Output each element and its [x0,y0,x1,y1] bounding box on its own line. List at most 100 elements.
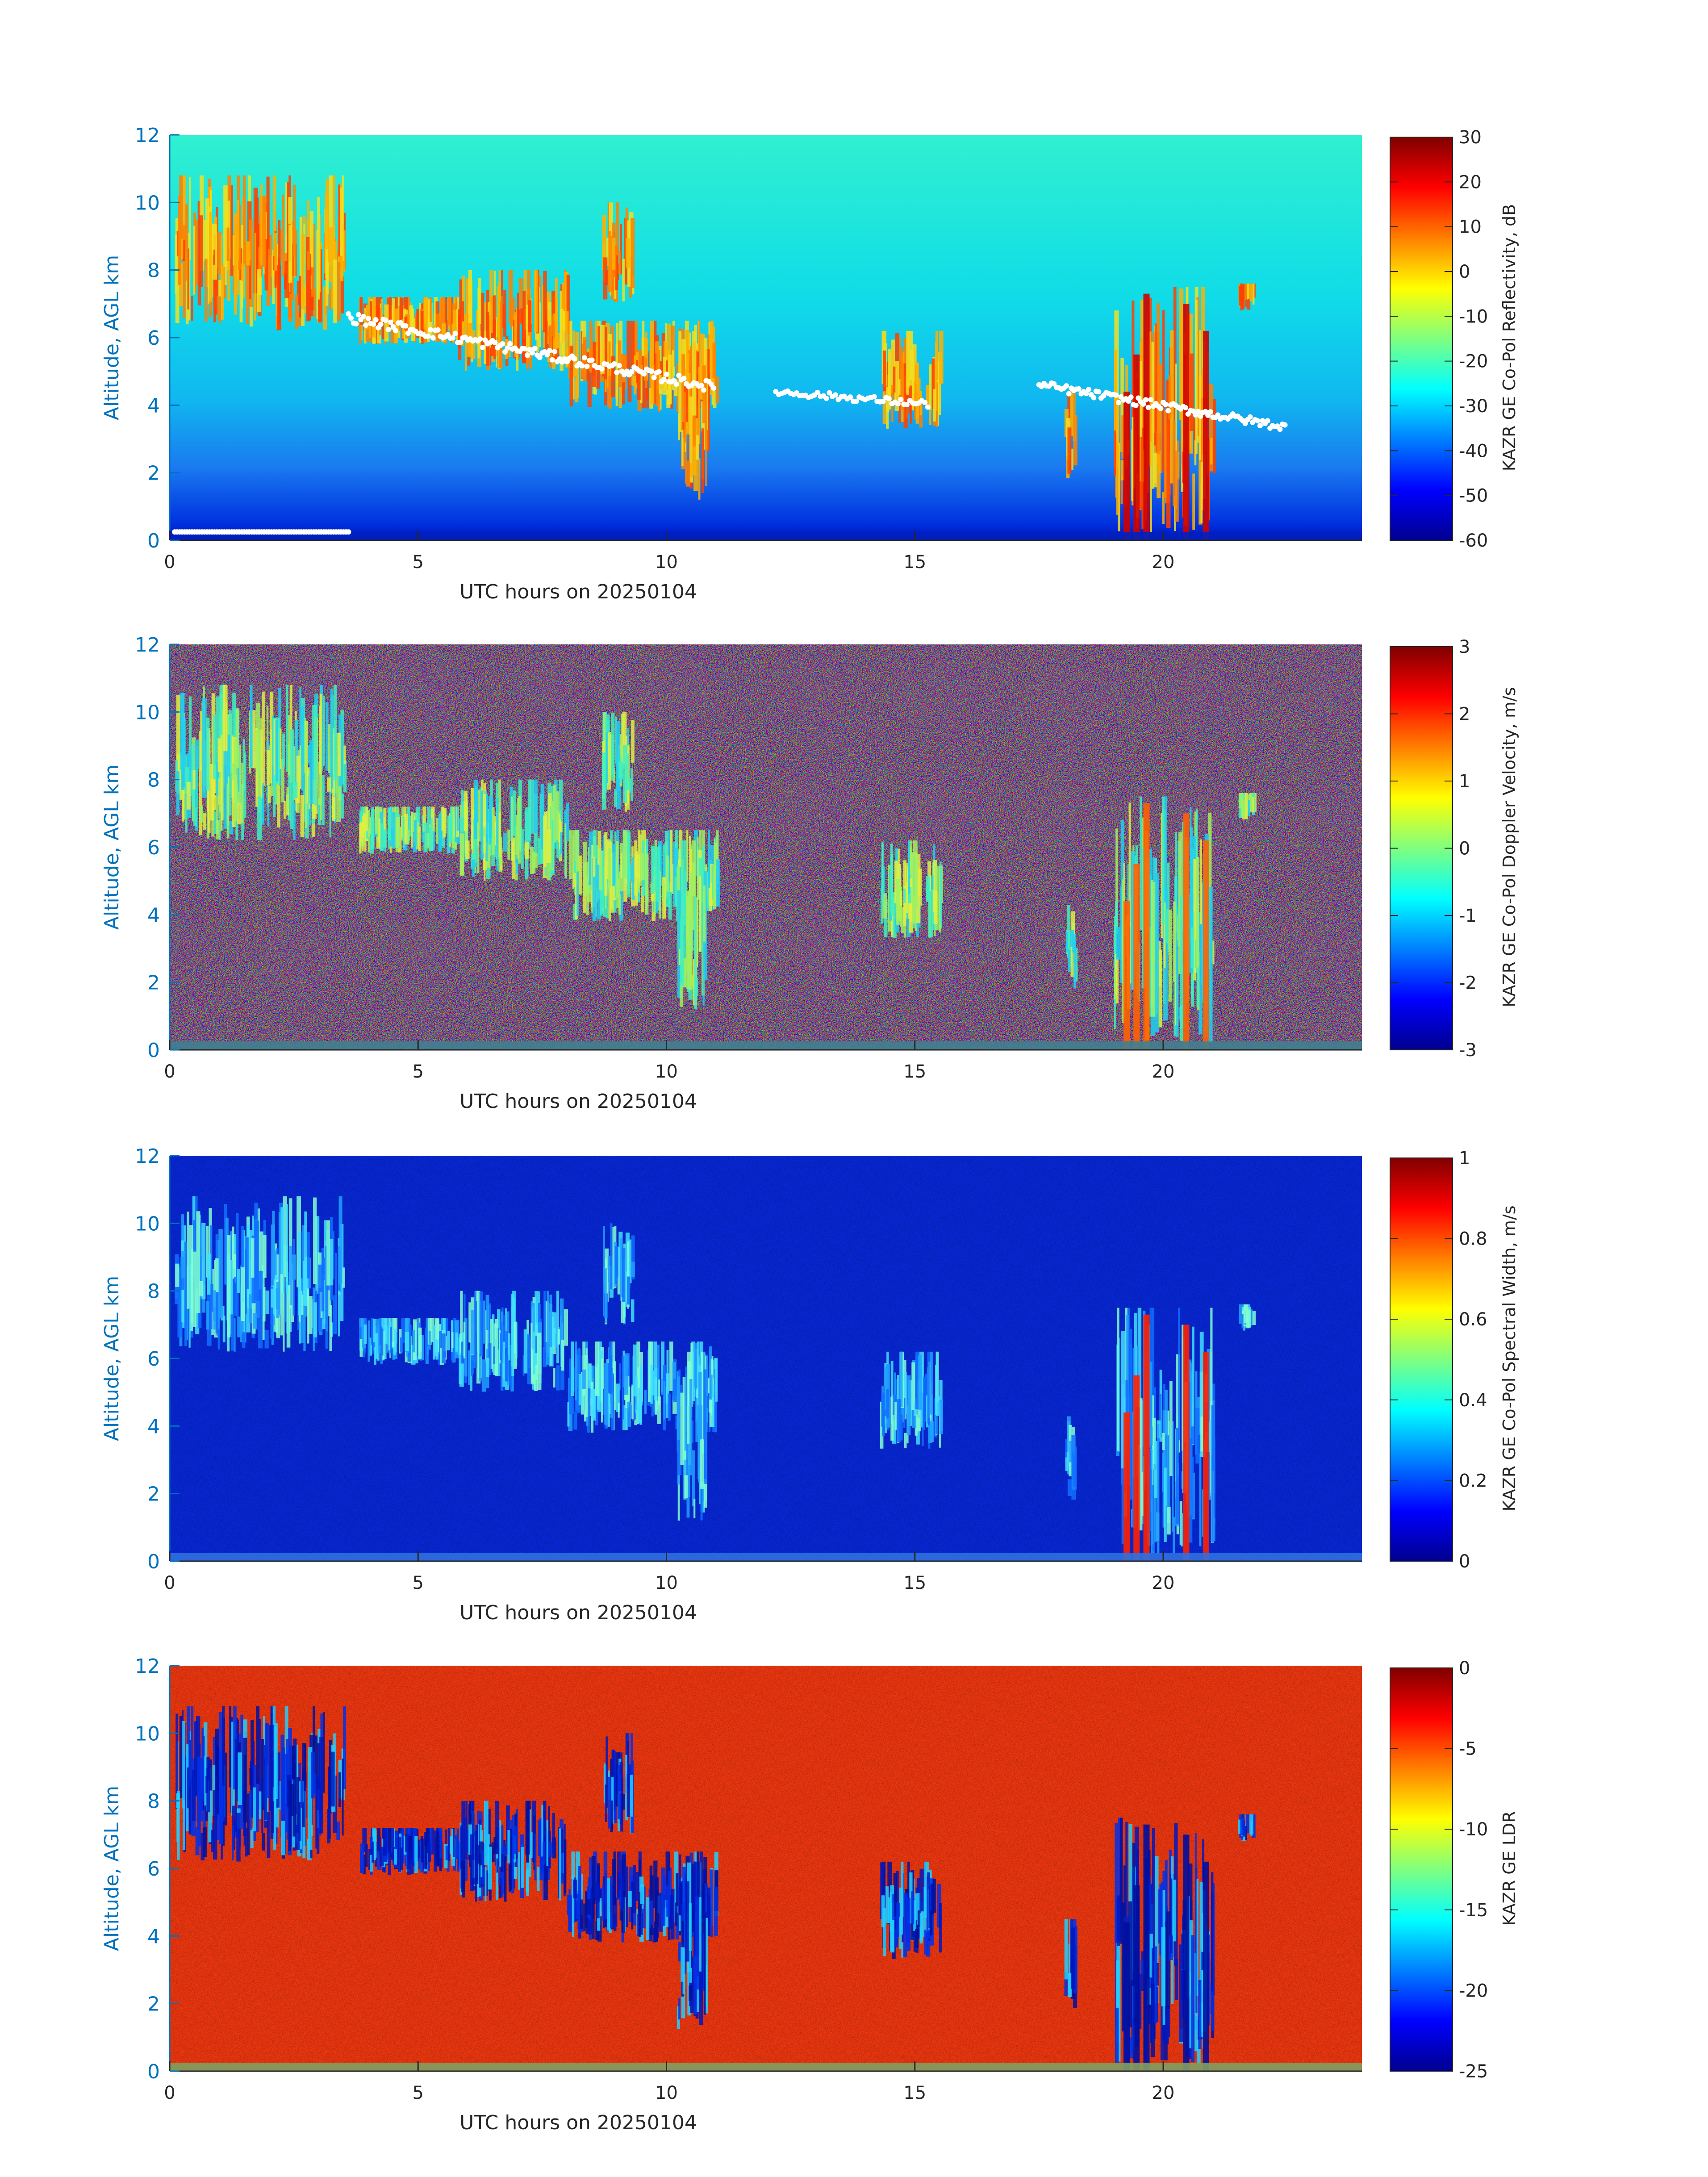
echo-streak [543,1347,547,1367]
echo-streak [915,1929,919,1948]
echo-streak [690,1343,693,1407]
cloud-base-marker [698,383,704,389]
echo-streak [582,1369,586,1389]
echo-streak [1148,927,1153,1017]
cloud-base-marker [425,333,431,339]
echo-streak [569,321,572,368]
echo-streak [288,224,292,283]
echo-streak [459,1333,463,1384]
echo-streak [436,818,438,844]
cloud-base-marker [1091,395,1097,401]
echo-streak [1209,384,1214,472]
echo-streak [199,1281,203,1297]
echo-streak [634,355,638,369]
echo-streak [602,215,606,270]
echo-streak [939,1400,944,1434]
echo-streak [532,1303,535,1350]
echo-streak [637,1914,639,1936]
echo-streak [1065,1452,1069,1471]
echo-streak [530,779,534,834]
echo-streak [185,754,188,833]
echo-streak [296,1777,300,1833]
echo-streak [193,1251,196,1327]
echo-streak [499,1330,501,1364]
echo-streak [423,297,427,329]
echo-streak [665,1851,670,1901]
cloud-base-marker [500,341,505,347]
echo-streak [614,831,617,877]
echo-streak [507,829,510,860]
echo-streak [383,807,387,837]
echo-streak [912,344,917,393]
echo-streak [582,1341,585,1396]
echo-streak [476,1291,480,1351]
echo-streak [604,1362,608,1425]
echo-streak [442,833,445,848]
echo-streak [1140,481,1143,510]
echo-streak [1188,1438,1193,1543]
echo-streak [714,1886,718,1936]
echo-streak [1157,1424,1160,1554]
echo-streak [589,831,593,891]
cloud-base-marker [1282,422,1288,428]
echo-streak [909,878,913,933]
echo-streak [192,1770,196,1821]
echo-streak [686,890,690,989]
echo-streak [238,204,242,270]
echo-streak [648,1889,651,1928]
echo-streak [1195,1408,1200,1464]
echo-streak [217,738,221,772]
echo-streak [686,1406,690,1518]
echo-streak [177,1791,180,1860]
echo-streak [693,394,696,447]
echo-streak [280,230,282,261]
echo-streak [655,1890,659,1927]
echo-streak [700,1486,703,1521]
cloud-base-marker [904,401,910,407]
echo-streak [679,1915,682,1931]
echo-streak [302,1225,305,1295]
echo-streak [256,730,261,772]
echo-streak [465,1801,468,1859]
echo-streak [630,768,633,801]
cloud-base-marker [1257,423,1263,429]
echo-streak [380,1326,383,1362]
x-tick-label: 15 [903,552,926,572]
echo-streak [659,375,663,395]
precip-shaft [1143,293,1150,540]
echo-streak [505,1355,509,1382]
echo-streak [667,323,671,368]
echo-streak [496,1858,498,1873]
echo-streak [553,1312,557,1346]
colorbar-label: KAZR GE Co-Pol Reflectivity, dB [1499,204,1519,471]
echo-streak [511,298,515,326]
echo-streak [492,1314,495,1373]
echo-streak [218,293,221,324]
echo-streak [899,1917,902,1949]
echo-streak [705,381,707,486]
echo-streak [320,744,322,821]
echo-streak [673,1379,677,1402]
echo-streak [418,1327,422,1359]
echo-streak [425,1330,427,1362]
echo-streak [894,361,899,411]
echo-streak [646,386,649,401]
echo-streak [443,808,446,838]
cloud-base-marker [616,363,622,368]
echo-streak [633,1344,638,1397]
echo-streak [905,393,908,428]
cloud-base-marker [450,335,456,341]
echo-streak [591,325,593,369]
echo-streak [216,762,221,796]
echo-streak [259,1231,263,1289]
echo-streak [1244,1304,1249,1323]
echo-streak [472,1801,475,1860]
echo-streak [272,250,275,304]
echo-streak [1154,1441,1159,1498]
echo-streak [1065,1439,1067,1458]
echo-streak [234,213,238,315]
cloud-base-marker [403,323,409,329]
echo-streak [881,1861,886,1916]
echo-streak [304,1744,307,1785]
echo-streak [461,1801,465,1873]
